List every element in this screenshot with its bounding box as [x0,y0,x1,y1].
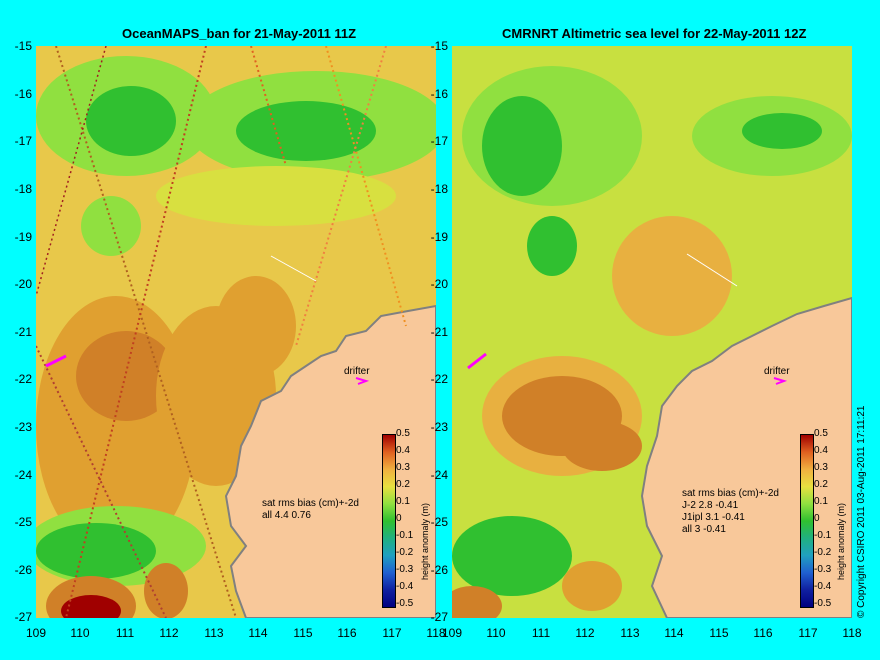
y-tick: -25 [14,515,32,529]
right-map: drifter sat rms bias (cm)+-2d J-2 2.8 -0… [452,46,852,618]
y-tick: -23 [430,420,448,434]
x-tick: 117 [382,626,402,640]
y-tick: -20 [430,277,448,291]
y-tick: -22 [14,372,32,386]
x-tick: 112 [575,626,595,640]
cbar-tick: 0.1 [396,496,410,507]
y-tick: -24 [430,468,448,482]
y-tick: -24 [14,468,32,482]
x-tick: 111 [115,626,135,640]
right-stats-line-3: all 3 -0.41 [682,524,726,535]
left-drifter-label: drifter [344,366,370,377]
x-tick: 110 [486,626,506,640]
y-tick: -18 [430,182,448,196]
y-tick: -25 [430,515,448,529]
left-colorbar [382,434,396,608]
y-tick: -19 [14,230,32,244]
cbar-tick: -0.3 [814,564,832,575]
cbar-tick: -0.3 [396,564,414,575]
y-tick: -23 [14,420,32,434]
y-tick: -21 [14,325,32,339]
y-tick: -18 [14,182,32,196]
right-map-field [452,46,852,618]
x-tick: 112 [159,626,179,640]
cbar-tick: 0.4 [396,445,410,456]
left-stats-line: all 4.4 0.76 [262,510,311,521]
right-colorbar [800,434,814,608]
left-map: boodas_an_20110521 drifter sat rms bias … [36,46,436,618]
y-tick: -26 [430,563,448,577]
cbar-tick: 0.2 [814,479,828,490]
x-tick: 111 [531,626,551,640]
left-stats-header: sat rms bias (cm)+-2d [262,498,359,509]
y-tick: -26 [14,563,32,577]
cbar-tick: 0 [814,513,820,524]
x-tick: 115 [709,626,729,640]
y-tick: -15 [14,39,32,53]
cbar-tick: 0 [396,513,402,524]
right-stats-line-1: J-2 2.8 -0.41 [682,500,739,511]
x-tick: 115 [293,626,313,640]
cbar-tick: -0.5 [396,598,414,609]
y-tick: -19 [430,230,448,244]
y-tick: -21 [430,325,448,339]
cbar-tick: -0.4 [814,581,832,592]
y-tick: -16 [430,87,448,101]
copyright-credit: © Copyright CSIRO 2011 03-Aug-2011 17:11… [856,405,867,619]
x-tick: 116 [337,626,357,640]
x-tick: 113 [204,626,224,640]
x-tick: 117 [798,626,818,640]
y-tick: -27 [430,610,448,624]
y-tick: -17 [430,134,448,148]
right-stats-line-2: J1ipl 3.1 -0.41 [682,512,745,523]
right-drifter-label: drifter [764,366,790,377]
cbar-tick: 0.4 [814,445,828,456]
cbar-tick: -0.1 [814,530,832,541]
cbar-tick: -0.2 [396,547,414,558]
cbar-tick: -0.5 [814,598,832,609]
x-tick: 114 [248,626,268,640]
x-tick: 116 [753,626,773,640]
x-tick: 110 [70,626,90,640]
left-map-field [36,46,436,618]
x-tick: 109 [25,626,47,640]
x-tick: 114 [664,626,684,640]
cbar-tick: 0.2 [396,479,410,490]
right-colorbar-label: height anomaly (m) [836,502,846,580]
right-stats-header: sat rms bias (cm)+-2d [682,488,779,499]
cbar-tick: -0.4 [396,581,414,592]
y-tick: -17 [14,134,32,148]
y-tick: -22 [430,372,448,386]
cbar-tick: -0.1 [396,530,414,541]
right-panel-title: CMRNRT Altimetric sea level for 22-May-2… [502,26,807,41]
cbar-tick: 0.3 [396,462,410,473]
y-tick: -15 [430,39,448,53]
x-tick: 113 [620,626,640,640]
x-tick: 118 [842,626,862,640]
x-tick: 118 [426,626,446,640]
left-panel-title: OceanMAPS_ban for 21-May-2011 11Z [122,26,357,41]
cbar-tick: 0.5 [396,428,410,439]
y-tick: -20 [14,277,32,291]
left-colorbar-ticks: 0.5 0.4 0.3 0.2 0.1 0 -0.1 -0.2 -0.3 -0.… [396,428,424,612]
y-tick: -16 [14,87,32,101]
right-colorbar-ticks: 0.5 0.4 0.3 0.2 0.1 0 -0.1 -0.2 -0.3 -0.… [814,428,842,612]
x-tick: 109 [441,626,463,640]
cbar-tick: 0.3 [814,462,828,473]
cbar-tick: 0.5 [814,428,828,439]
y-tick: -27 [14,610,32,624]
cbar-tick: 0.1 [814,496,828,507]
cbar-tick: -0.2 [814,547,832,558]
